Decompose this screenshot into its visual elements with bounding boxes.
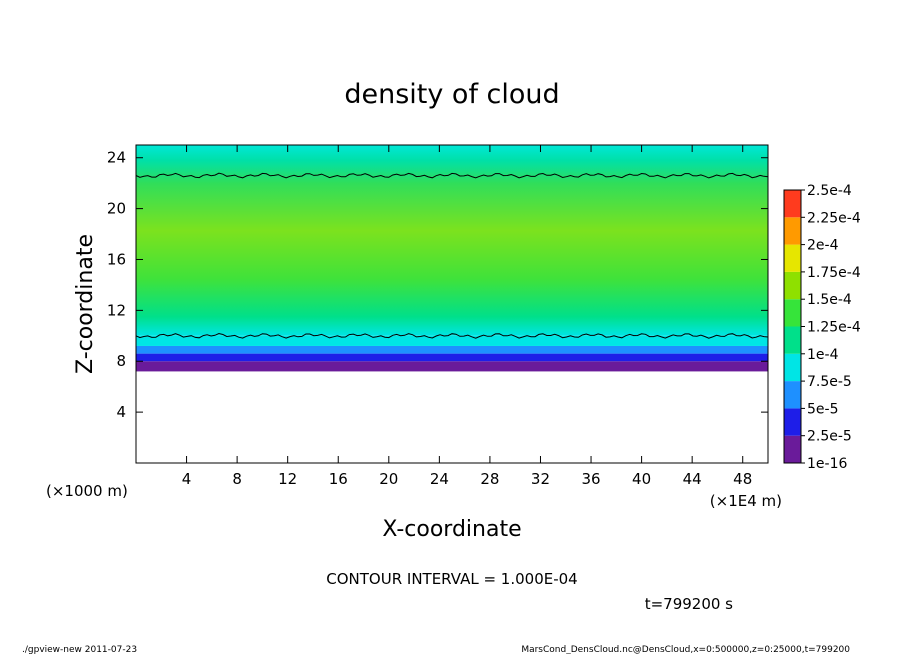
colorbar-swatch-3 xyxy=(784,353,801,382)
x-tick-label-11: 48 xyxy=(733,470,752,488)
y-tick-label-3: 16 xyxy=(107,250,126,268)
x-tick-label-10: 44 xyxy=(683,470,702,488)
y-tick-label-1: 8 xyxy=(116,352,126,370)
band-0 xyxy=(136,361,768,372)
colorbar-swatch-7 xyxy=(784,244,801,272)
colorbar-swatch-8 xyxy=(784,217,801,245)
x-tick-label-6: 28 xyxy=(480,470,499,488)
colorbar-swatch-0 xyxy=(784,435,801,463)
footer-right: MarsCond_DensCloud.nc@DensCloud,x=0:5000… xyxy=(521,645,850,654)
contour-interval: CONTOUR INTERVAL = 1.000E-04 xyxy=(326,570,577,588)
colorbar-swatch-1 xyxy=(784,408,801,436)
x-tick-label-8: 36 xyxy=(581,470,600,488)
y-tick-label-0: 4 xyxy=(116,403,126,421)
colorbar-swatch-4 xyxy=(784,326,801,354)
colorbar-swatch-9 xyxy=(784,190,801,218)
band-1 xyxy=(136,353,768,362)
x-tick-label-1: 8 xyxy=(232,470,242,488)
plot-area xyxy=(135,145,769,372)
colorbar-label-5: 1.25e-4 xyxy=(807,320,861,336)
y-axis-label: Z-coordinate xyxy=(73,234,98,374)
footer-left: ./gpview-new 2011-07-23 xyxy=(22,645,137,654)
colorbar-swatch-5 xyxy=(784,299,801,327)
colorbar-label-9: 2.25e-4 xyxy=(807,210,861,226)
y-axis: 4 8 12 16 20 24 xyxy=(107,149,768,421)
x-tick-label-2: 12 xyxy=(278,470,297,488)
chart-title: density of cloud xyxy=(344,79,559,110)
contour-line-0 xyxy=(135,332,769,339)
colorbar-label-3: 7.5e-5 xyxy=(807,374,852,390)
contour-line-1 xyxy=(135,172,769,179)
x-unit-left: (×1000 m) xyxy=(46,482,128,500)
y-tick-label-2: 12 xyxy=(107,301,126,319)
colorbar-label-8: 2e-4 xyxy=(807,238,839,254)
x-unit-right: (×1E4 m) xyxy=(710,492,782,510)
colorbar-swatch-6 xyxy=(784,271,801,300)
colorbar: 1e-16 2.5e-5 5e-5 7.5e-5 1e-4 1.25e-4 1.5e-4 1.… xyxy=(783,183,861,472)
colorbar-label-10: 2.5e-4 xyxy=(807,183,852,199)
x-tick-label-4: 20 xyxy=(379,470,398,488)
colorbar-label-4: 1e-4 xyxy=(807,347,839,363)
colorbar-label-6: 1.5e-4 xyxy=(807,292,852,308)
time-stamp: t=799200 s xyxy=(645,595,733,613)
x-tick-label-5: 24 xyxy=(430,470,449,488)
x-axis-label: X-coordinate xyxy=(382,517,521,542)
x-tick-label-9: 40 xyxy=(632,470,651,488)
band-3 xyxy=(136,335,768,346)
x-axis: 4 8 12 16 20 24 28 32 36 40 44 48 xyxy=(182,145,752,488)
x-tick-label-3: 16 xyxy=(329,470,348,488)
colorbar-label-1: 2.5e-5 xyxy=(807,429,852,445)
colorbar-label-0: 1e-16 xyxy=(807,456,847,472)
band-2 xyxy=(136,345,768,354)
colorbar-swatch-2 xyxy=(784,381,801,409)
colorbar-label-2: 5e-5 xyxy=(807,401,838,417)
y-tick-label-5: 24 xyxy=(107,149,126,167)
colorbar-label-7: 1.75e-4 xyxy=(807,265,861,281)
x-tick-label-7: 32 xyxy=(531,470,550,488)
x-tick-label-0: 4 xyxy=(182,470,192,488)
y-tick-label-4: 20 xyxy=(107,200,126,218)
plot-frame xyxy=(135,144,769,464)
